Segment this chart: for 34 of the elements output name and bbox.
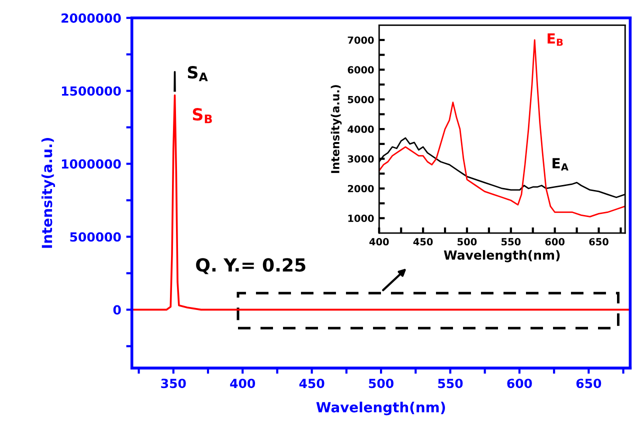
y-tick-label: 2000	[348, 184, 374, 192]
x-axis-title: Wavelength(nm)	[316, 402, 445, 416]
x-tick-label: 500	[458, 238, 477, 246]
y-axis-title: Intensity(a.u.)	[41, 138, 56, 248]
y-tick-label: 0	[113, 305, 121, 315]
series-label: S$_{A}$	[188, 66, 208, 82]
x-tick-label: 550	[438, 378, 463, 388]
y-tick-label: 1000	[348, 214, 374, 222]
y-tick-label: 4000	[348, 126, 374, 133]
x-tick-label: 500	[368, 378, 394, 388]
y-tick-label: 7000	[348, 36, 374, 44]
y-tick-label: 2000000	[62, 13, 121, 23]
series-label: S$_{B}$	[192, 108, 212, 124]
x-tick-label: 400	[369, 238, 389, 246]
x-tick-label: 600	[507, 378, 532, 388]
x-axis-title: Wavelength(nm)	[444, 250, 560, 262]
y-tick-label: 6000	[348, 66, 374, 74]
x-tick-label: 450	[299, 378, 324, 388]
x-tick-label: 450	[413, 238, 433, 246]
x-tick-label: 400	[230, 378, 256, 388]
x-tick-label: 350	[161, 378, 186, 388]
y-tick-label: 3000	[348, 155, 374, 163]
y-tick-label: 1500000	[62, 86, 121, 96]
series-label: E$_{A}$	[552, 158, 568, 171]
x-tick-label: 550	[502, 238, 521, 246]
y-tick-label: 500000	[70, 232, 121, 242]
y-axis-title: Intensity(a.u.)	[330, 85, 342, 173]
y-tick-label: 1000000	[62, 159, 121, 169]
y-tick-label: 5000	[348, 96, 374, 104]
series-label: E$_{B}$	[548, 33, 563, 46]
x-tick-label: 650	[589, 238, 608, 246]
x-tick-label: 600	[545, 238, 565, 246]
x-tick-label: 650	[576, 378, 602, 388]
annotation: Q. Y.= 0.25	[196, 258, 306, 274]
